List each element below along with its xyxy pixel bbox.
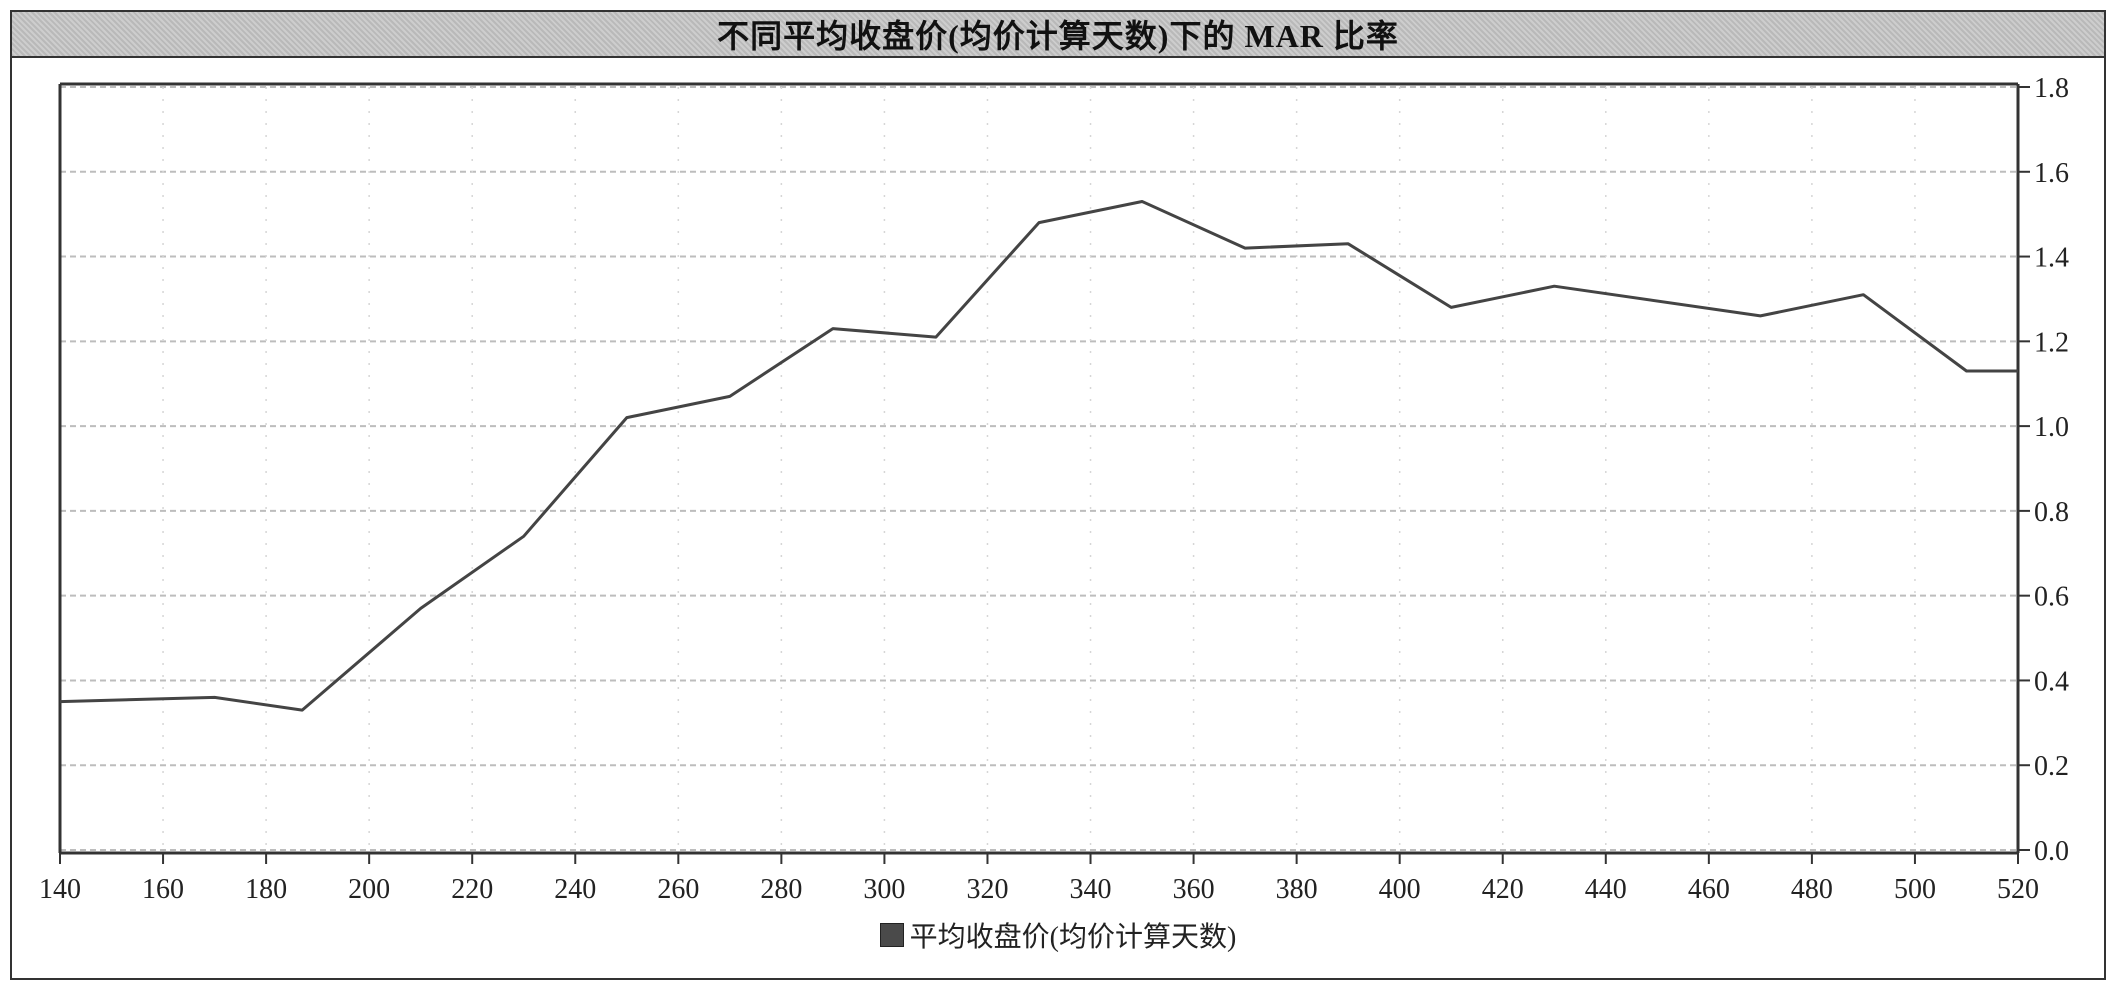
- y-tick-label: 0.6: [2034, 582, 2069, 613]
- x-tick-label: 500: [1894, 874, 1936, 905]
- x-tick-label: 140: [39, 874, 81, 905]
- x-tick-label: 320: [966, 874, 1008, 905]
- x-tick-label: 420: [1482, 874, 1524, 905]
- x-tick-label: 300: [863, 874, 905, 905]
- chart-title-bar: 不同平均收盘价(均价计算天数)下的 MAR 比率: [12, 12, 2104, 58]
- x-tick-label: 400: [1379, 874, 1421, 905]
- plot-area: [60, 84, 2018, 853]
- x-tick-label: 200: [348, 874, 390, 905]
- x-tick-label: 220: [451, 874, 493, 905]
- x-tick-label: 340: [1070, 874, 1112, 905]
- x-tick-label: 440: [1585, 874, 1627, 905]
- x-tick-label: 160: [142, 874, 184, 905]
- legend-swatch: [879, 923, 904, 947]
- y-tick-label: 1.8: [2034, 73, 2069, 104]
- legend-label: 平均收盘价(均价计算天数): [909, 922, 1237, 953]
- x-tick-label: 380: [1276, 874, 1318, 905]
- y-tick-label: 0.0: [2034, 836, 2069, 867]
- y-tick-label: 1.4: [2034, 243, 2069, 274]
- x-tick-label: 480: [1791, 874, 1833, 905]
- x-tick-label: 520: [1997, 874, 2039, 905]
- y-tick-label: 1.6: [2034, 158, 2069, 189]
- series-line: [59, 200, 2018, 712]
- chart-title: 不同平均收盘价(均价计算天数)下的 MAR 比率: [717, 18, 1399, 54]
- x-tick-label: 260: [657, 874, 699, 905]
- chart-legend: 平均收盘价(均价计算天数): [0, 915, 2116, 955]
- x-tick-label: 280: [760, 874, 802, 905]
- y-tick-label: 0.4: [2034, 666, 2069, 697]
- y-tick-label: 0.2: [2034, 751, 2069, 782]
- x-tick-label: 240: [554, 874, 596, 905]
- y-tick-label: 1.0: [2034, 412, 2069, 443]
- x-tick-label: 360: [1173, 874, 1215, 905]
- y-tick-label: 0.8: [2034, 497, 2069, 528]
- y-tick-label: 1.2: [2034, 327, 2069, 358]
- x-tick-label: 180: [245, 874, 287, 905]
- x-tick-label: 460: [1688, 874, 1730, 905]
